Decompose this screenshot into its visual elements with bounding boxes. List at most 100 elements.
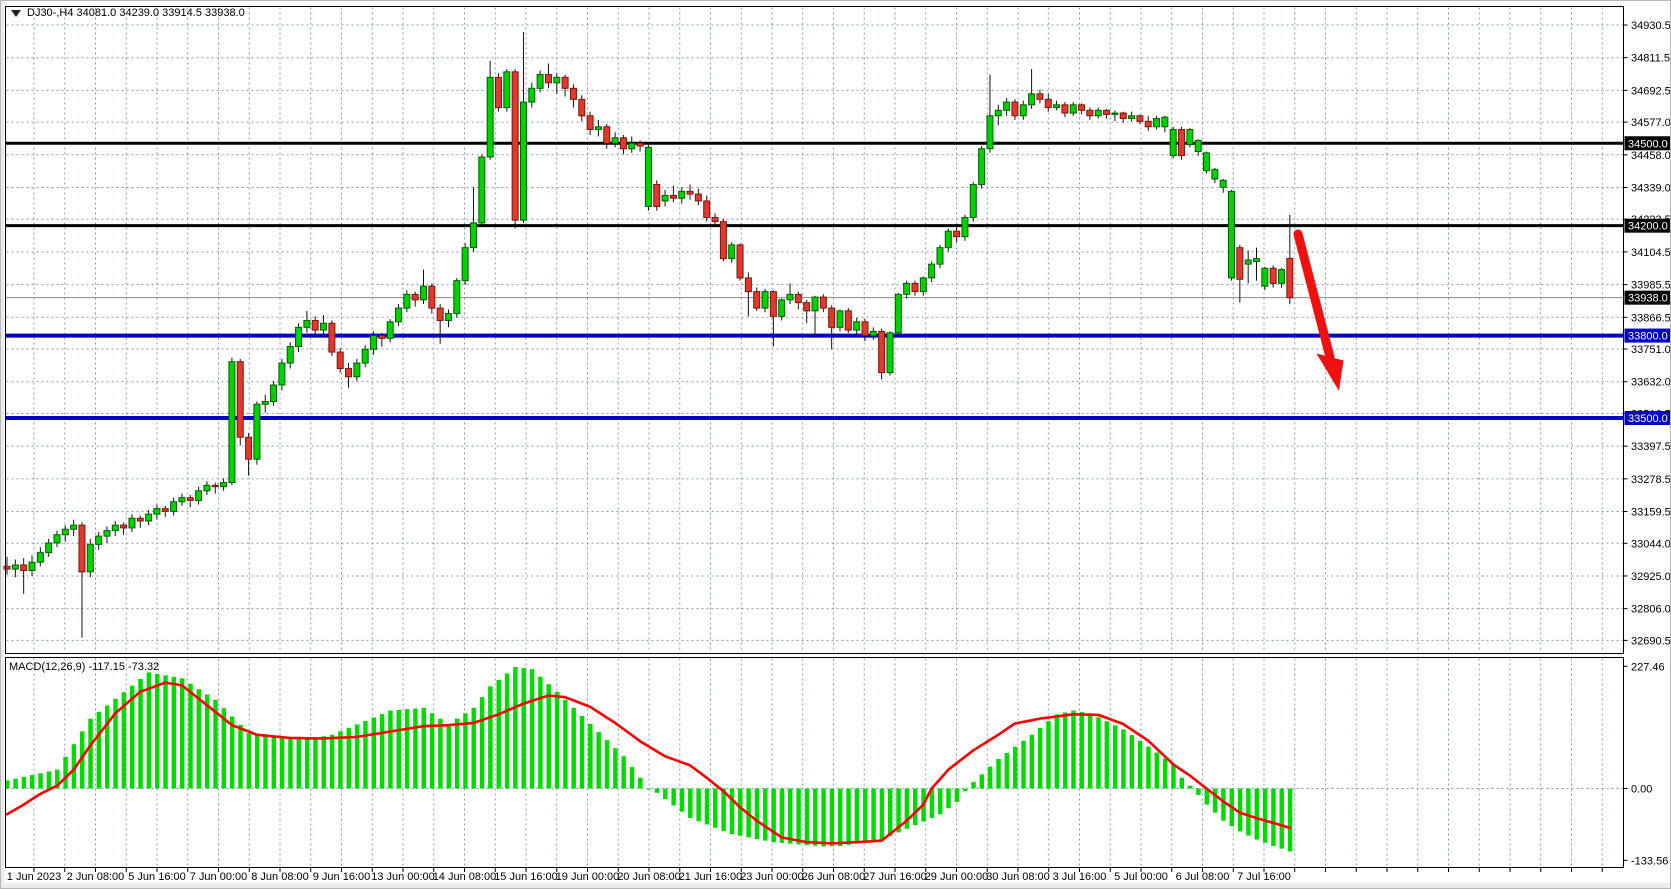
candlestick-bull xyxy=(1211,168,1219,180)
macd-histogram-bar xyxy=(629,767,635,789)
macd-histogram-bar xyxy=(804,788,810,846)
macd-histogram-bar xyxy=(521,668,526,789)
macd-histogram-bar xyxy=(96,712,102,789)
macd-histogram-bar xyxy=(563,699,568,789)
candlestick-bull xyxy=(53,534,61,544)
macd-histogram-bar xyxy=(1287,788,1293,852)
macd-histogram-bar xyxy=(163,675,168,789)
price-axis-label: 33751.0 xyxy=(1631,344,1671,356)
down-arrow-shaft[interactable] xyxy=(1293,229,1335,362)
price-axis-label: 33044.0 xyxy=(1631,538,1671,550)
candlestick-bear xyxy=(653,183,661,207)
macd-histogram-bar xyxy=(696,788,701,822)
candlestick-bear xyxy=(603,126,611,144)
macd-histogram-bar xyxy=(429,713,435,789)
macd-histogram-bar xyxy=(821,788,826,847)
candlestick-bull xyxy=(536,74,544,89)
macd-histogram-bar xyxy=(579,715,585,789)
candlestick-bull xyxy=(128,517,136,529)
macd-histogram-bar xyxy=(1112,725,1118,789)
candlestick-bear xyxy=(1061,104,1069,114)
candlestick-bear xyxy=(120,524,128,529)
macd-histogram-bar xyxy=(321,736,327,789)
candlestick-bull xyxy=(1169,129,1177,157)
candlestick-bull xyxy=(611,137,619,144)
candlestick-bull xyxy=(594,126,602,131)
time-axis-label: 20 Jun 08:00 xyxy=(617,871,681,883)
main-panel-border xyxy=(5,6,1624,654)
candlestick-bear xyxy=(803,302,811,312)
candlestick-bear xyxy=(953,230,961,238)
macd-histogram-bar xyxy=(279,737,285,789)
candlestick-bull xyxy=(353,362,361,378)
candlestick-bull xyxy=(1228,190,1236,279)
macd-histogram-bar xyxy=(596,732,601,789)
candlestick-bear xyxy=(161,508,169,512)
candlestick-bull xyxy=(403,293,411,309)
macd-histogram-bar xyxy=(704,788,710,825)
macd-histogram-bar xyxy=(1196,788,1201,795)
time-axis-label: 26 Jun 08:00 xyxy=(802,871,866,883)
candlestick-bear xyxy=(694,193,702,202)
candlestick-bull xyxy=(519,101,527,221)
candlestick-bear xyxy=(1136,115,1144,122)
candlestick-bull xyxy=(1019,104,1027,117)
price-axis-label: 33985.5 xyxy=(1631,280,1671,292)
price-axis-label: 34104.5 xyxy=(1631,247,1671,259)
price-level-badge xyxy=(1624,410,1670,425)
macd-histogram-bar xyxy=(1046,721,1051,789)
candlestick-bull xyxy=(469,222,477,249)
price-axis-label: 32690.5 xyxy=(1631,635,1671,647)
macd-histogram-bar xyxy=(479,697,485,789)
macd-histogram-bar xyxy=(1037,727,1043,789)
macd-histogram-bar xyxy=(1246,788,1251,836)
macd-histogram-bar xyxy=(1154,752,1160,789)
macd-histogram-bar xyxy=(713,788,718,828)
macd-histogram-bar xyxy=(454,718,460,789)
macd-histogram-bar xyxy=(846,788,851,845)
candlestick-bull xyxy=(919,277,927,293)
candlestick-bear xyxy=(586,115,594,131)
candlestick-bear xyxy=(744,277,752,293)
macd-histogram-bar xyxy=(788,788,793,844)
macd-histogram-bar xyxy=(1204,788,1210,805)
candlestick-bull xyxy=(728,244,736,260)
macd-histogram-bar xyxy=(887,788,893,836)
candlestick-bear xyxy=(436,307,444,321)
macd-axis-label: 227.46 xyxy=(1631,661,1665,673)
candlestick-bull xyxy=(869,330,877,337)
macd-histogram-bar xyxy=(229,716,235,789)
macd-histogram-bar xyxy=(129,685,135,789)
candlestick-bull xyxy=(1219,179,1227,188)
candlestick-bear xyxy=(1103,109,1111,115)
candlestick-bull xyxy=(1069,104,1077,114)
candlestick-bear xyxy=(1044,98,1052,109)
candlestick-bear xyxy=(411,293,419,301)
candlestick-bear xyxy=(511,71,519,221)
time-axis-label: 2 Jun 08:00 xyxy=(67,871,125,883)
candlestick-bear xyxy=(345,368,353,378)
candlestick-bear xyxy=(636,142,644,147)
candlestick-bull xyxy=(386,321,394,339)
price-level-badge-text: 33800.0 xyxy=(1628,331,1668,343)
candlestick-bull xyxy=(361,348,369,364)
candlestick-bull xyxy=(45,542,53,554)
macd-histogram-bar xyxy=(254,734,260,789)
candlestick-bear xyxy=(828,307,836,328)
chart-dropdown-icon[interactable] xyxy=(11,9,21,17)
macd-histogram-bar xyxy=(188,683,193,789)
price-axis-label: 34692.5 xyxy=(1631,85,1671,97)
macd-histogram-bar xyxy=(721,788,726,831)
macd-histogram-bar xyxy=(646,788,651,790)
macd-histogram-bar xyxy=(13,778,18,789)
time-axis-label: 5 Jun 16:00 xyxy=(128,871,186,883)
candlestick-bear xyxy=(578,98,586,117)
down-arrow-head[interactable] xyxy=(1316,353,1344,392)
candlestick-bull xyxy=(1261,267,1269,287)
macd-histogram-bar xyxy=(1079,711,1085,789)
macd-axis-label: -133.56 xyxy=(1631,855,1668,867)
macd-histogram-bar xyxy=(946,788,951,809)
macd-histogram-bar xyxy=(313,737,318,789)
